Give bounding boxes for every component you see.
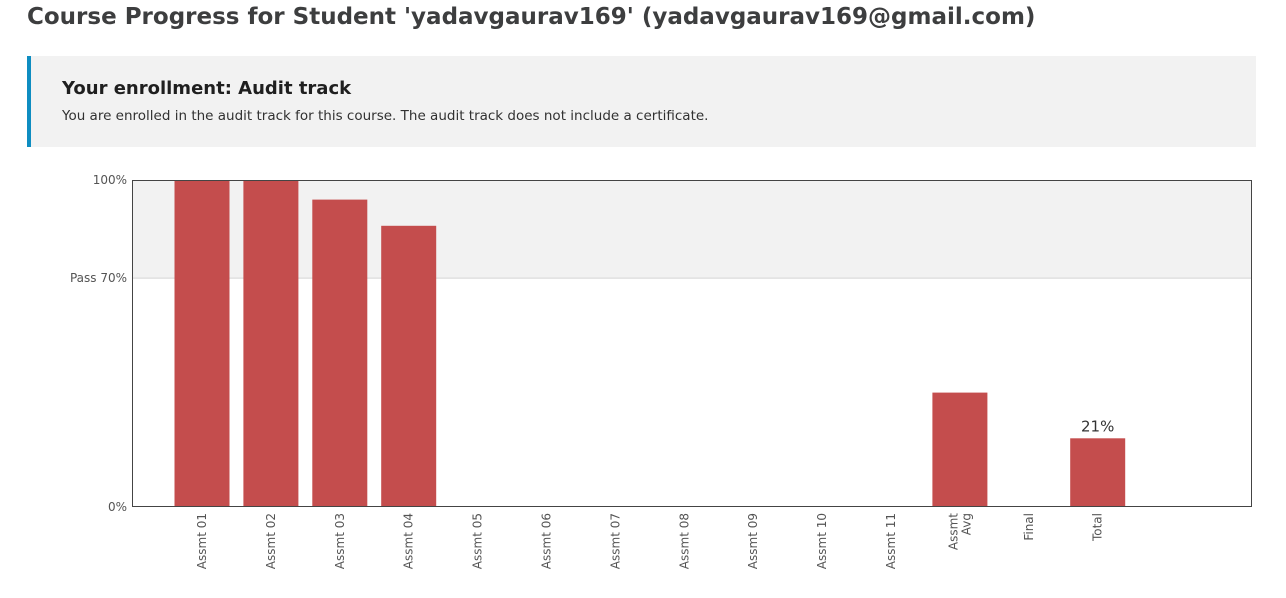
y-tick-label: 0% — [108, 500, 127, 514]
enrollment-title: Your enrollment: Audit track — [62, 78, 352, 99]
x-tick-label: Assmt 02 — [264, 513, 278, 569]
x-tick-label: Assmt 10 — [815, 513, 829, 569]
y-axis: 100% Pass 70% 0% — [70, 173, 127, 514]
x-tick-line: Assmt 03 — [333, 513, 347, 569]
x-tick-label: Final — [1022, 513, 1036, 541]
x-tick-line: Assmt — [946, 513, 960, 550]
x-tick-line: Assmt 08 — [677, 513, 691, 569]
enrollment-message: You are enrolled in the audit track for … — [62, 108, 709, 124]
x-tick-line: Assmt 10 — [815, 513, 829, 569]
data-labels-group: 21% — [1081, 417, 1114, 435]
enrollment-banner: Your enrollment: Audit track You are enr… — [27, 56, 1256, 147]
x-tick-line: Assmt 06 — [540, 513, 554, 569]
y-tick-label: Pass 70% — [70, 271, 127, 285]
x-tick-label: Assmt 06 — [540, 513, 554, 569]
bar-assmt-04 — [381, 225, 437, 508]
x-tick-line: Avg — [959, 513, 973, 535]
bar-assmt-03 — [312, 199, 368, 507]
x-tick-line: Assmt 07 — [608, 513, 622, 569]
x-tick-label: Assmt 11 — [884, 513, 898, 569]
x-tick-label: Assmt 04 — [402, 513, 416, 569]
x-tick-line: Assmt 01 — [195, 513, 209, 569]
x-tick-label: Assmt 01 — [195, 513, 209, 569]
x-tick-line: Assmt 04 — [402, 513, 416, 569]
bar-assmt-02 — [243, 180, 299, 507]
page-title: Course Progress for Student 'yadavgaurav… — [27, 4, 1036, 30]
bar-assmt-01 — [174, 180, 230, 507]
x-tick-label: Assmt 07 — [608, 513, 622, 569]
x-tick-label: Assmt 09 — [746, 513, 760, 569]
bars-group — [174, 180, 1126, 508]
x-tick-line: Assmt 09 — [746, 513, 760, 569]
x-tick-line: Assmt 05 — [471, 513, 485, 569]
bar-total — [1070, 438, 1126, 507]
data-label: 21% — [1081, 417, 1114, 435]
x-tick-line: Total — [1091, 513, 1105, 542]
x-tick-line: Assmt 02 — [264, 513, 278, 569]
x-tick-label: Assmt Avg — [946, 513, 973, 550]
bar-assmt-avg — [932, 392, 988, 507]
pass-band — [132, 180, 1252, 279]
x-tick-label: Assmt 05 — [471, 513, 485, 569]
x-tick-line: Final — [1022, 513, 1036, 541]
x-axis: Assmt 01 Assmt 02 Assmt 03 Assmt 04 Assmt 05… — [195, 513, 1105, 569]
y-tick-label: 100% — [93, 173, 127, 187]
x-tick-line: Assmt 11 — [884, 513, 898, 569]
plot-frame — [132, 180, 1252, 507]
x-tick-label: Assmt 08 — [677, 513, 691, 569]
x-tick-label: Total — [1091, 513, 1105, 542]
x-tick-label: Assmt 03 — [333, 513, 347, 569]
